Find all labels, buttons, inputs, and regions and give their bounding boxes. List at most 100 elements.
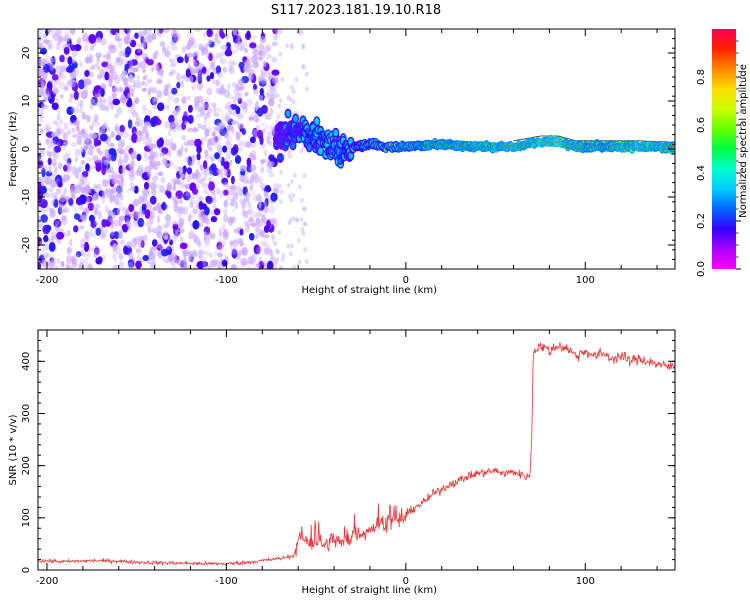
- noise-blob: [107, 209, 113, 215]
- noise-blob: [241, 201, 248, 208]
- noise-blob: [253, 88, 259, 95]
- noise-blob: [47, 151, 53, 158]
- noise-blob: [51, 56, 56, 66]
- spectrogram-x-tick-label: 100: [576, 275, 595, 286]
- noise-blob: [135, 235, 139, 244]
- noise-blob: [120, 176, 125, 183]
- noise-blob: [223, 199, 228, 208]
- noise-blob: [112, 243, 118, 251]
- noise-blob: [288, 251, 293, 257]
- noise-blob: [157, 171, 164, 176]
- noise-blob: [58, 162, 63, 169]
- noise-blob: [130, 151, 136, 160]
- noise-blob: [155, 63, 159, 71]
- noise-blob: [265, 54, 272, 60]
- noise-blob: [205, 67, 212, 76]
- noise-blob: [146, 169, 152, 178]
- noise-blob: [132, 240, 137, 250]
- noise-blob: [201, 136, 208, 142]
- noise-blob: [247, 201, 251, 208]
- noise-blob: [252, 48, 259, 57]
- noise-blob: [63, 46, 70, 55]
- noise-blob: [141, 40, 147, 49]
- noise-blob: [168, 71, 174, 77]
- noise-blob: [48, 165, 53, 174]
- noise-blob: [278, 51, 283, 57]
- noise-blob: [99, 68, 105, 77]
- noise-blob: [183, 141, 189, 146]
- noise-blob: [97, 65, 101, 71]
- noise-blob: [246, 209, 252, 215]
- noise-blob: [259, 182, 266, 191]
- noise-blob: [302, 64, 306, 70]
- noise-blob: [268, 172, 275, 178]
- noise-blob: [180, 97, 185, 104]
- noise-blob: [38, 182, 42, 192]
- noise-blob: [240, 66, 245, 73]
- noise-blob: [300, 198, 304, 203]
- noise-blob: [109, 189, 115, 195]
- noise-blob: [246, 164, 253, 173]
- noise-blob: [199, 83, 204, 88]
- noise-blob: [178, 167, 184, 176]
- noise-blob: [93, 183, 100, 189]
- noise-blob: [45, 87, 50, 97]
- noise-blob: [175, 123, 182, 128]
- noise-blob: [51, 119, 57, 125]
- noise-blob: [106, 53, 111, 60]
- noise-blob: [105, 139, 109, 144]
- noise-blob: [204, 153, 211, 161]
- noise-blob: [227, 135, 232, 144]
- noise-blob: [119, 231, 123, 239]
- noise-blob: [170, 62, 176, 68]
- noise-blob: [265, 246, 272, 256]
- noise-blob: [101, 190, 106, 197]
- noise-blob: [138, 30, 143, 38]
- noise-blob: [263, 45, 271, 54]
- noise-blob: [120, 176, 125, 183]
- noise-blob: [197, 241, 202, 248]
- noise-blob: [225, 137, 229, 144]
- noise-blob: [57, 106, 61, 115]
- snr-x-axis-label: Height of straight line (km): [301, 585, 437, 596]
- noise-blob: [243, 196, 250, 203]
- noise-blob: [211, 189, 215, 196]
- noise-blob: [252, 154, 257, 161]
- noise-blob: [139, 134, 146, 142]
- noise-blob: [252, 194, 258, 202]
- noise-blob: [186, 29, 194, 39]
- noise-blob: [100, 233, 107, 240]
- noise-blob: [171, 87, 178, 95]
- colorbar: 0.0 0.2 0.4 0.6 0.8 Normalized spectral ampl…: [696, 29, 749, 277]
- noise-blob: [164, 163, 171, 168]
- noise-blob: [214, 152, 220, 160]
- noise-blob: [143, 74, 149, 78]
- noise-blob: [92, 155, 99, 162]
- noise-blob: [219, 58, 225, 64]
- noise-blob: [194, 101, 198, 110]
- noise-blob: [290, 84, 294, 90]
- noise-blob: [96, 74, 103, 80]
- noise-blob: [137, 217, 145, 228]
- noise-blob: [303, 247, 308, 252]
- noise-blob: [198, 249, 204, 255]
- signal-blob: [314, 117, 320, 125]
- noise-blob: [76, 125, 80, 132]
- noise-blob: [175, 259, 182, 265]
- noise-blob: [164, 50, 171, 58]
- noise-blob: [253, 114, 259, 123]
- noise-blob: [197, 251, 202, 259]
- noise-blob: [81, 171, 89, 178]
- noise-blob: [226, 185, 232, 192]
- noise-blob: [109, 68, 114, 77]
- noise-blob: [82, 113, 88, 120]
- spectrogram-y-tick-label: 20: [21, 47, 32, 60]
- noise-blob: [179, 236, 184, 244]
- noise-blob: [193, 51, 197, 57]
- noise-blob: [136, 168, 141, 177]
- spectrogram-y-tick-label: 10: [21, 95, 32, 108]
- noise-blob: [179, 228, 185, 234]
- noise-blob: [83, 132, 89, 139]
- noise-blob: [164, 121, 170, 129]
- noise-blob: [258, 43, 265, 51]
